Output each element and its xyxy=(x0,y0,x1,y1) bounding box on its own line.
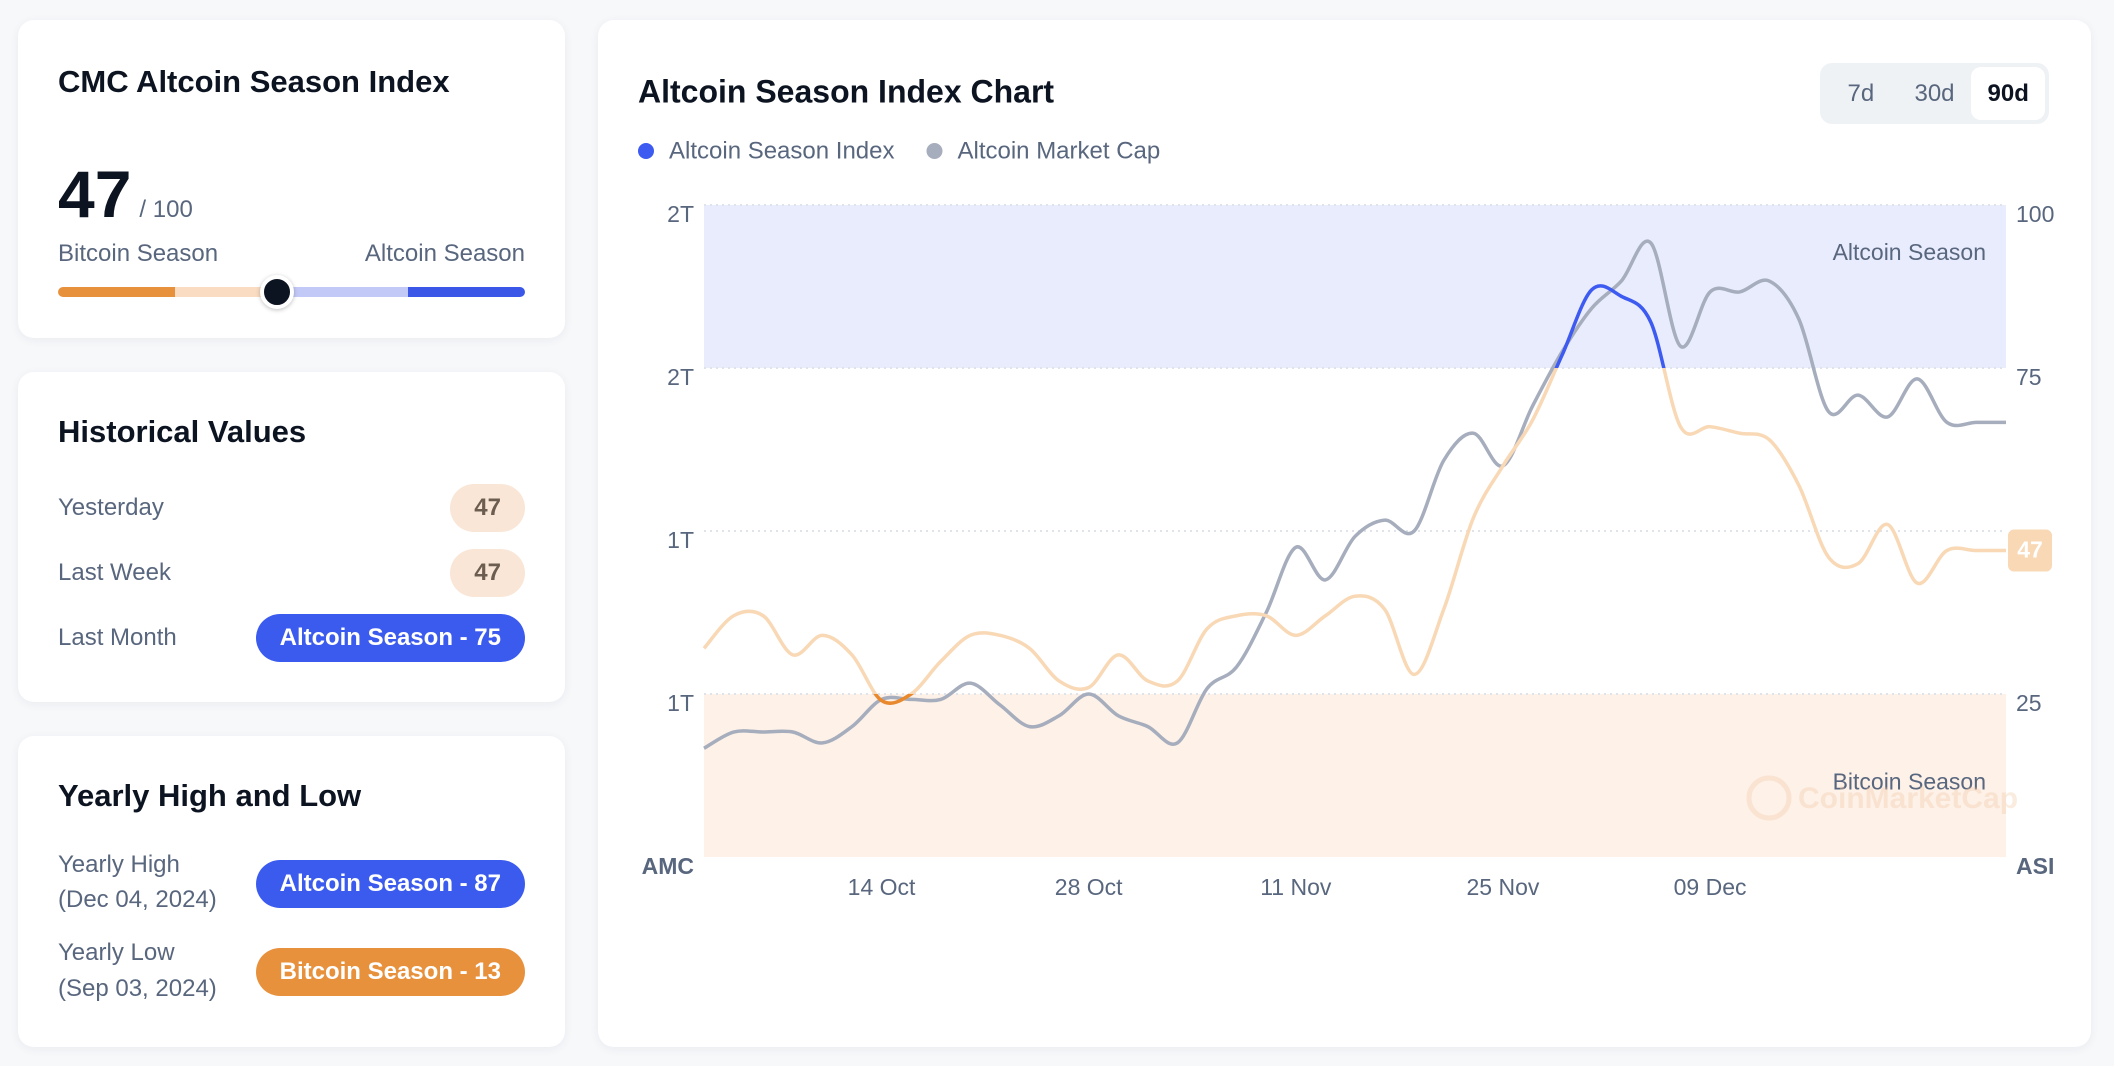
value-badge: Altcoin Season - 75 xyxy=(255,614,525,662)
band-label: Bitcoin Season xyxy=(1833,769,1986,795)
yearly-card: Yearly High and Low Yearly High (Dec 04,… xyxy=(18,736,565,1047)
y2-tick-label: 25 xyxy=(2016,690,2042,716)
card-title: CMC Altcoin Season Index xyxy=(58,64,450,99)
season-band xyxy=(704,205,2006,368)
row-label: Last Week xyxy=(58,559,171,586)
index-value-row: 47 / 100 xyxy=(58,156,193,232)
row-label: Yesterday xyxy=(58,494,164,521)
row-label: Last Month xyxy=(58,624,177,651)
chart: Altcoin Season Index Chart Altcoin Seaso… xyxy=(638,73,2054,900)
index-card: CMC Altcoin Season Index 47 / 100 Bitcoi… xyxy=(18,20,565,338)
chart-card: Altcoin Season Index Chart Altcoin Seaso… xyxy=(598,20,2091,1047)
legend-dot xyxy=(638,143,654,159)
y2-axis-title: ASI xyxy=(2016,853,2054,879)
historical-card: Historical Values Yesterday 47 Last Week… xyxy=(18,372,565,702)
y2-tick-label: 100 xyxy=(2016,201,2054,227)
row-date: (Sep 03, 2024) xyxy=(58,975,217,1002)
series-line xyxy=(703,239,2006,750)
right-label: Altcoin Season xyxy=(364,240,525,267)
y-axis-title: AMC xyxy=(642,853,694,879)
gauge-bar xyxy=(58,275,525,309)
index-value: 47 xyxy=(58,157,132,231)
legend-label: Altcoin Market Cap xyxy=(957,137,1160,164)
card-title: Historical Values xyxy=(58,414,307,449)
x-tick-label: 09 Dec xyxy=(1674,874,1747,900)
value-badge: Altcoin Season - 87 xyxy=(255,860,525,908)
y2-tick-label: 75 xyxy=(2016,364,2042,390)
range-button[interactable]: 7d xyxy=(1847,80,1875,107)
x-tick-label: 11 Nov xyxy=(1260,874,1332,900)
card-title: Yearly High and Low xyxy=(58,778,362,813)
x-tick-label: 14 Oct xyxy=(848,874,916,900)
left-label: Bitcoin Season xyxy=(58,240,219,267)
band-label: Altcoin Season xyxy=(1833,239,1986,265)
legend-dot xyxy=(926,143,943,159)
range-button[interactable]: 90d xyxy=(1971,67,2046,120)
range-selector: 7d 30d 90d xyxy=(1820,63,2049,124)
y-tick-label: 1T xyxy=(667,690,694,716)
watermark-logo xyxy=(1746,775,1792,821)
series-line xyxy=(702,284,2006,705)
value-badge: 47 xyxy=(450,484,525,532)
chart-title: Altcoin Season Index Chart xyxy=(638,73,1054,109)
x-tick-label: 25 Nov xyxy=(1467,874,1540,900)
range-button[interactable]: 30d xyxy=(1914,80,1955,107)
index-max: / 100 xyxy=(139,196,193,223)
y-tick-label: 2T xyxy=(667,364,694,390)
row-date: (Dec 04, 2024) xyxy=(58,886,217,913)
x-tick-label: 28 Oct xyxy=(1055,874,1123,900)
watermark: CoinMarketCap xyxy=(1746,775,2018,821)
current-value-label: 47 xyxy=(2017,537,2043,563)
gauge-marker xyxy=(260,275,295,309)
current-value-badge xyxy=(2008,529,2052,572)
row-label: Yearly Low xyxy=(58,939,175,966)
value-badge: 47 xyxy=(450,549,525,597)
y-tick-label: 2T xyxy=(667,201,694,227)
legend-label: Altcoin Season Index xyxy=(669,137,894,164)
watermark-text: CoinMarketCap xyxy=(1798,782,2018,815)
value-badge: Bitcoin Season - 13 xyxy=(255,948,525,996)
row-label: Yearly High xyxy=(58,851,180,878)
season-band xyxy=(704,694,2006,857)
y-tick-label: 1T xyxy=(667,527,694,553)
